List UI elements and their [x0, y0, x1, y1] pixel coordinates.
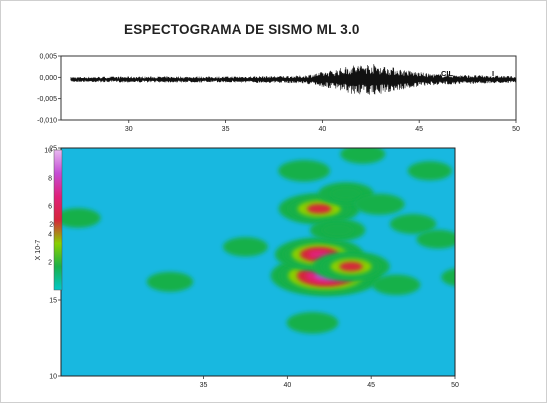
seismogram-axes-box [60, 55, 517, 121]
spectrogram-blob [330, 187, 362, 201]
seismogram-x-tick-label: 45 [415, 126, 423, 133]
colorbar-tick-label: 4 [48, 232, 52, 239]
seismogram-y-tick-label: 0,005 [39, 54, 57, 61]
seismogram-panel: 0,005 0,000 -0,005 -0,010 30 35 40 45 50 CIL I [37, 54, 520, 134]
spectrogram-x-tick-label: 50 [451, 382, 459, 389]
seismogram-y-tick-label: 0,000 [39, 75, 57, 82]
spectrogram-blob [407, 161, 452, 181]
spectrogram-blob [340, 148, 386, 164]
seismogram-trace [70, 64, 517, 95]
seismogram-y-tick-label: -0,010 [37, 118, 57, 125]
spectrogram-y-tick-label: 15 [49, 298, 57, 305]
station-label: CIL [441, 69, 454, 78]
colorbar: 10 8 6 4 2 X 10-7 [35, 148, 63, 291]
spectrogram-background [61, 148, 455, 376]
spectrogram-blob [278, 160, 330, 182]
spectrogram-blob [389, 214, 437, 234]
spectrogram-blobs [61, 148, 455, 334]
spectrogram-blob [306, 204, 332, 214]
component-label: I [492, 69, 494, 78]
spectrogram-y-tick-label: 25 [49, 146, 57, 153]
spectrogram-blob [322, 223, 354, 237]
spectrogram-blob [354, 193, 405, 215]
spectrogram-x-tick-label: 35 [200, 382, 208, 389]
colorbar-tick-label: 2 [48, 260, 52, 267]
seismogram-x-tick-label: 35 [222, 126, 230, 133]
spectrogram-y-tick-label: 20 [49, 222, 57, 229]
colorbar-tick-label: 8 [48, 176, 52, 183]
spectrogram-blob [441, 268, 455, 287]
spectrogram-blob [222, 237, 268, 257]
spectrogram-x-tick-label: 45 [367, 382, 375, 389]
colorbar-scale [53, 149, 63, 291]
seismogram-x-tick-label: 50 [512, 126, 520, 133]
spectrogram-blob [61, 208, 101, 228]
seismogram-y-tick-label: -0,005 [37, 96, 57, 103]
colorbar-unit-label: X 10-7 [35, 240, 42, 261]
seismogram-x-tick-label: 30 [125, 126, 133, 133]
colorbar-tick-label: 6 [48, 204, 52, 211]
chart-title: ESPECTOGRAMA DE SISMO ML 3.0 [124, 22, 360, 37]
spectrogram-x-tick-label: 40 [283, 382, 291, 389]
colorbar-tick-label: 10 [44, 148, 52, 155]
spectrogram-blob [286, 312, 339, 334]
spectrogram-panel: 25 20 15 10 35 40 45 50 [49, 146, 459, 390]
spectrogram-blob [416, 229, 455, 249]
spectrogram-y-tick-label: 10 [49, 374, 57, 381]
spectrogram-blob [146, 271, 194, 292]
spectrogram-blob [372, 274, 421, 295]
seismogram-x-tick-label: 40 [318, 126, 326, 133]
spectrogram-blob [339, 262, 363, 272]
